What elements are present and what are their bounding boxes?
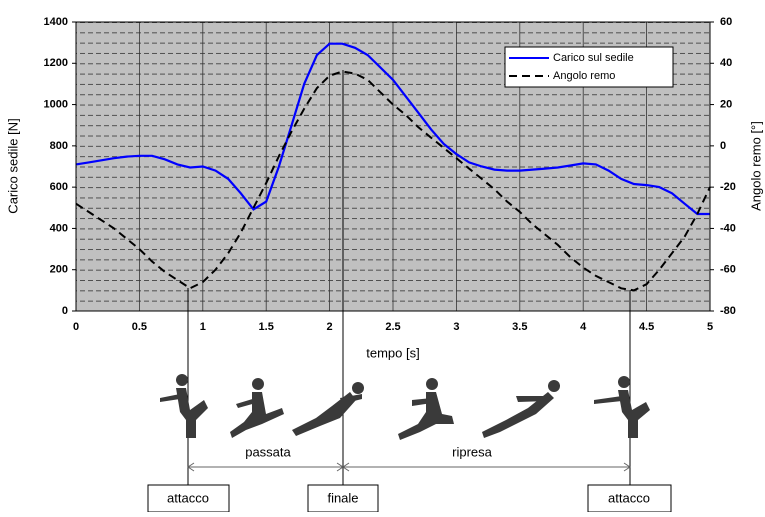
rower-figures: [160, 374, 650, 440]
y-tick-label: 200: [50, 264, 68, 276]
y2-axis-title: Angolo remo [°]: [748, 121, 763, 211]
y2-tick-label: -60: [720, 264, 736, 276]
legend-label: Carico sul sedile: [553, 52, 634, 64]
y-tick-label: 1400: [44, 16, 68, 28]
x-tick-label: 0.5: [132, 321, 147, 333]
y2-tick-label: 20: [720, 98, 732, 110]
legend-label: Angolo remo: [553, 70, 615, 82]
x-tick-label: 3.5: [512, 321, 527, 333]
y2-tick-label: 0: [720, 140, 726, 152]
y2-tick-label: 60: [720, 16, 732, 28]
y-axis-title: Carico sedile [N]: [5, 118, 20, 213]
page: {"chart_data": {"type": "line", "x_label…: [0, 0, 765, 512]
x-tick-label: 4: [580, 321, 587, 333]
annotation: finale: [327, 490, 358, 505]
x-tick-label: 1.5: [259, 321, 274, 333]
y-tick-label: 800: [50, 140, 68, 152]
chart: tempo [s] Carico sedile [N] Angolo remo …: [0, 0, 765, 512]
y-tick-label: 600: [50, 181, 68, 193]
x-axis-title: tempo [s]: [366, 345, 419, 360]
x-tick-label: 2.5: [385, 321, 400, 333]
y2-tick-label: -80: [720, 305, 736, 317]
y2-tick-label: 40: [720, 57, 732, 69]
y2-tick-label: -20: [720, 181, 736, 193]
x-tick-label: 3: [453, 321, 459, 333]
x-tick-label: 5: [707, 321, 713, 333]
y-tick-label: 0: [62, 305, 68, 317]
x-tick-label: 4.5: [639, 321, 654, 333]
annotation: attacco: [608, 490, 650, 505]
y-tick-label: 1000: [44, 98, 68, 110]
phase-label: passata: [245, 444, 291, 459]
x-tick-label: 1: [200, 321, 206, 333]
phase-label: ripresa: [452, 444, 493, 459]
x-tick-label: 2: [327, 321, 333, 333]
y-tick-label: 1200: [44, 57, 68, 69]
annotation: attacco: [167, 490, 209, 505]
y-tick-label: 400: [50, 222, 68, 234]
y2-tick-label: -40: [720, 222, 736, 234]
x-tick-label: 0: [73, 321, 79, 333]
